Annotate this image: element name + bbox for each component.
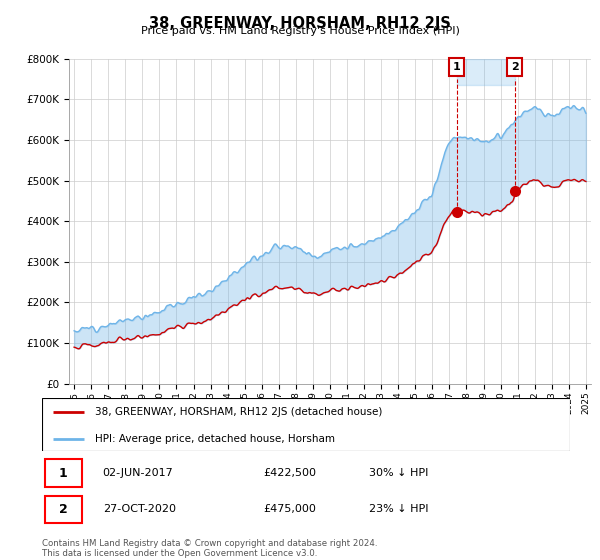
Text: £475,000: £475,000 (264, 505, 317, 514)
FancyBboxPatch shape (44, 459, 82, 487)
Text: 2: 2 (59, 503, 67, 516)
Text: 2: 2 (511, 62, 518, 72)
Text: 1: 1 (453, 62, 460, 72)
FancyBboxPatch shape (44, 496, 82, 523)
Text: £422,500: £422,500 (264, 468, 317, 478)
Text: 27-OCT-2020: 27-OCT-2020 (103, 505, 176, 514)
Text: 1: 1 (59, 466, 67, 479)
Text: Contains HM Land Registry data © Crown copyright and database right 2024.
This d: Contains HM Land Registry data © Crown c… (42, 539, 377, 558)
Text: 23% ↓ HPI: 23% ↓ HPI (370, 505, 429, 514)
Text: 30% ↓ HPI: 30% ↓ HPI (370, 468, 429, 478)
Bar (457, 59, 515, 85)
Text: Price paid vs. HM Land Registry's House Price Index (HPI): Price paid vs. HM Land Registry's House … (140, 26, 460, 36)
FancyBboxPatch shape (42, 398, 570, 451)
Text: HPI: Average price, detached house, Horsham: HPI: Average price, detached house, Hors… (95, 434, 335, 444)
Text: 02-JUN-2017: 02-JUN-2017 (103, 468, 173, 478)
Text: 38, GREENWAY, HORSHAM, RH12 2JS (detached house): 38, GREENWAY, HORSHAM, RH12 2JS (detache… (95, 408, 382, 418)
Text: 38, GREENWAY, HORSHAM, RH12 2JS: 38, GREENWAY, HORSHAM, RH12 2JS (149, 16, 451, 31)
